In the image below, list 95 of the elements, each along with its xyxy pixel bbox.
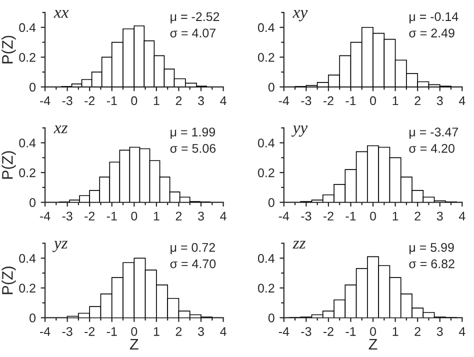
x-tick-label: -2: [323, 212, 334, 220]
x-tick-label: -2: [323, 327, 334, 336]
x-tick-label: -4: [40, 212, 50, 220]
x-tick-label: 0: [131, 212, 138, 221]
annotation: μ = -2.52: [170, 12, 220, 24]
chart-title: zz: [292, 240, 306, 248]
chart-title: yy: [291, 125, 308, 137]
x-tick-label: 1: [392, 96, 398, 106]
y-tick-label: 0: [268, 314, 274, 322]
x-tick-label: 1: [154, 327, 160, 336]
x-tick-label: -1: [106, 212, 117, 220]
x-tick-label: -2: [323, 96, 334, 106]
x-tick-label: 0: [370, 327, 376, 336]
y-axis-title: P(Z): [2, 151, 16, 179]
x-tick-label: -4: [278, 212, 290, 220]
x-tick-label: 1: [392, 327, 398, 336]
annotation: μ = -3.47: [410, 128, 458, 139]
x-tick-label: 1: [154, 96, 160, 106]
x-tick-label: -1: [106, 327, 117, 336]
y-tick-label: 0.4: [19, 138, 36, 148]
annotation: σ = 6.82: [409, 259, 454, 268]
x-tick-label: -3: [62, 96, 72, 106]
x-tick-label: 2: [414, 327, 420, 336]
annotation: σ = 4.20: [409, 144, 454, 153]
x-axis-title: Z: [130, 338, 138, 350]
y-tick-label: 0.4: [19, 23, 36, 32]
x-tick-label: 0: [370, 96, 376, 106]
x-tick-label: 3: [198, 212, 204, 221]
annotation: μ = 5.99: [410, 243, 454, 254]
x-tick-label: 4: [220, 96, 226, 106]
x-tick-label: -3: [301, 212, 312, 221]
x-tick-label: 2: [414, 212, 420, 220]
y-tick-label: 0: [268, 82, 274, 92]
x-tick-label: 4: [458, 96, 466, 106]
x-tick-label: 2: [176, 212, 182, 220]
chart-title: xz: [54, 125, 68, 134]
annotation: σ = 5.06: [170, 144, 216, 153]
annotation: σ = 2.49: [409, 28, 454, 38]
x-tick-label: -4: [278, 327, 290, 336]
x-tick-label: 3: [436, 327, 443, 336]
annotation: σ = 4.70: [170, 259, 216, 268]
x-tick-label: 3: [198, 96, 204, 106]
annotation: μ = -0.14: [410, 12, 458, 24]
x-tick-label: -3: [62, 327, 72, 336]
y-tick-label: 0.2: [258, 284, 274, 293]
y-tick-label: 0.2: [19, 168, 36, 178]
chart-title: xx: [54, 10, 69, 18]
x-tick-label: -1: [106, 96, 117, 106]
y-tick-label: 0.4: [258, 23, 274, 32]
y-axis-title: P(Z): [2, 266, 16, 294]
y-tick-label: 0.2: [258, 52, 274, 62]
x-tick-label: 1: [392, 212, 398, 220]
x-tick-label: -1: [346, 96, 356, 106]
x-tick-label: -2: [84, 96, 95, 106]
chart-title: xy: [292, 10, 308, 22]
x-tick-label: -4: [40, 96, 50, 106]
y-tick-label: 0.2: [19, 52, 36, 62]
x-tick-label: 3: [198, 327, 204, 336]
x-tick-label: -3: [62, 212, 72, 221]
annotation: μ = 1.99: [170, 128, 215, 139]
y-axis-title: P(Z): [2, 36, 16, 64]
y-tick-label: 0: [268, 198, 274, 207]
x-tick-label: -1: [346, 212, 356, 220]
x-tick-label: 4: [220, 212, 226, 220]
x-tick-label: -2: [84, 327, 95, 336]
x-tick-label: 4: [458, 212, 466, 220]
x-axis-title: Z: [368, 338, 378, 350]
x-tick-label: -1: [346, 327, 356, 336]
x-tick-label: 3: [436, 96, 443, 106]
annotation: μ = 0.72: [170, 243, 215, 254]
x-tick-label: 0: [131, 96, 138, 106]
y-tick-label: 0: [30, 314, 36, 322]
x-tick-label: 0: [370, 212, 376, 221]
y-tick-label: 0.4: [19, 254, 36, 263]
chart-title: yz: [52, 240, 68, 252]
x-tick-label: 1: [154, 212, 160, 220]
x-tick-label: 2: [176, 327, 182, 336]
x-tick-label: -4: [40, 327, 50, 336]
y-tick-label: 0.2: [19, 284, 36, 293]
x-tick-label: 4: [458, 327, 466, 336]
y-tick-label: 0.2: [258, 168, 274, 178]
y-tick-label: 0: [30, 198, 36, 207]
y-tick-label: 0: [30, 82, 36, 92]
x-tick-label: 2: [414, 96, 420, 106]
x-tick-label: -2: [84, 212, 95, 220]
x-tick-label: 2: [176, 96, 182, 106]
x-tick-label: -3: [301, 327, 312, 336]
annotation: σ = 4.07: [170, 28, 216, 38]
y-tick-label: 0.4: [258, 254, 274, 263]
y-tick-label: 0.4: [258, 138, 274, 148]
x-tick-label: 0: [131, 327, 138, 336]
x-tick-label: 4: [220, 327, 226, 336]
x-tick-label: -3: [301, 96, 312, 106]
x-tick-label: 3: [436, 212, 443, 221]
x-tick-label: -4: [278, 96, 290, 106]
